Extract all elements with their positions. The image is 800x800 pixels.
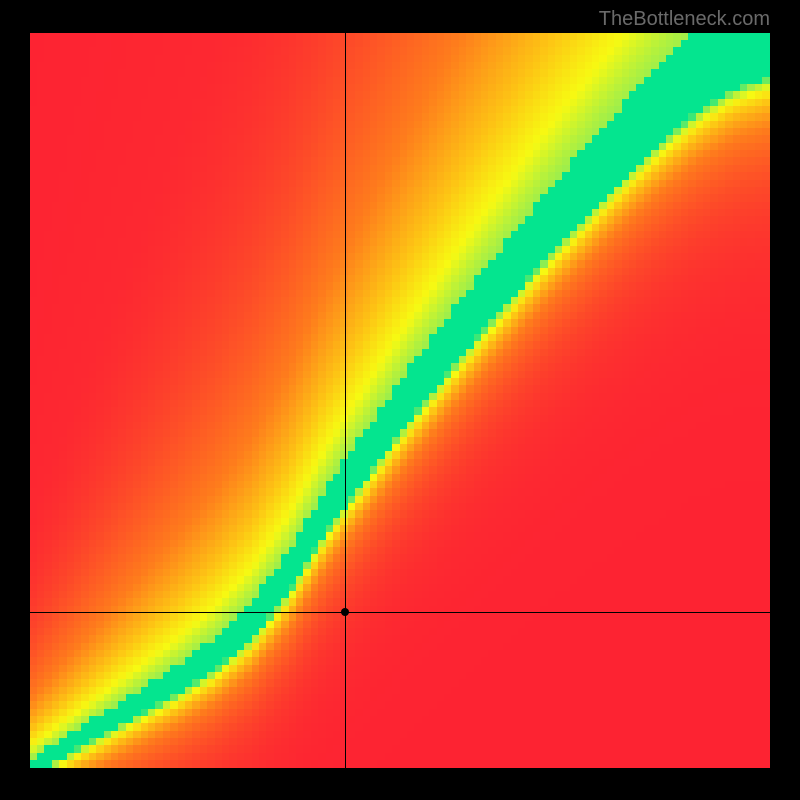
crosshair-horizontal xyxy=(30,612,770,613)
crosshair-marker xyxy=(341,608,349,616)
watermark-text: TheBottleneck.com xyxy=(599,8,770,31)
heatmap-plot xyxy=(30,33,770,768)
crosshair-vertical xyxy=(345,33,346,768)
heatmap-canvas xyxy=(30,33,770,768)
